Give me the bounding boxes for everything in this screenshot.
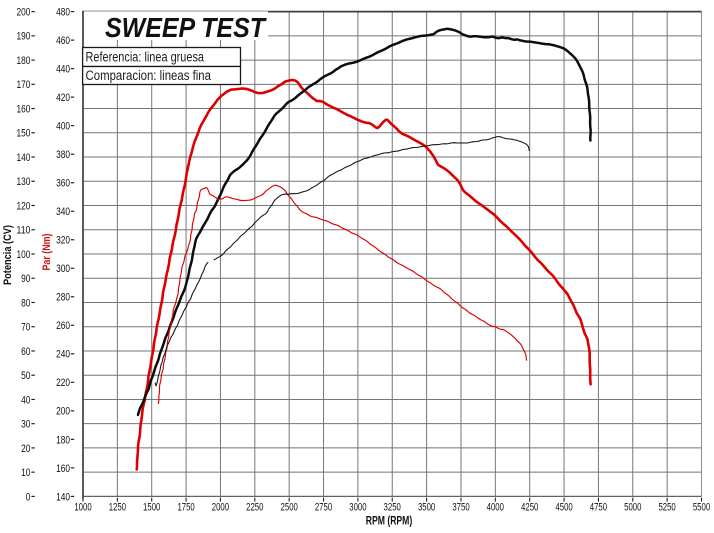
svg-text:2500: 2500 xyxy=(281,502,298,514)
svg-text:Par (Nm): Par (Nm) xyxy=(41,233,53,270)
svg-text:30: 30 xyxy=(21,419,30,431)
svg-text:120: 120 xyxy=(17,200,31,212)
svg-text:1250: 1250 xyxy=(109,502,126,514)
svg-text:180: 180 xyxy=(17,55,31,67)
svg-text:200: 200 xyxy=(56,406,70,418)
svg-text:100: 100 xyxy=(17,249,31,261)
svg-text:240: 240 xyxy=(56,349,70,361)
svg-text:20: 20 xyxy=(21,443,30,455)
svg-text:400: 400 xyxy=(56,121,70,133)
svg-text:110: 110 xyxy=(17,225,31,237)
svg-text:130: 130 xyxy=(17,176,31,188)
svg-text:70: 70 xyxy=(21,322,30,334)
svg-text:40: 40 xyxy=(21,394,30,406)
svg-text:90: 90 xyxy=(21,273,30,285)
svg-text:2750: 2750 xyxy=(315,502,332,514)
svg-text:140: 140 xyxy=(56,491,70,503)
svg-text:1000: 1000 xyxy=(74,502,91,514)
svg-text:320: 320 xyxy=(56,235,70,247)
svg-text:1750: 1750 xyxy=(177,502,194,514)
svg-text:360: 360 xyxy=(56,178,70,190)
svg-text:50: 50 xyxy=(21,370,30,382)
svg-text:3750: 3750 xyxy=(452,502,469,514)
svg-text:80: 80 xyxy=(21,297,30,309)
svg-text:3250: 3250 xyxy=(384,502,401,514)
svg-text:220: 220 xyxy=(56,377,70,389)
svg-text:3500: 3500 xyxy=(418,502,435,514)
svg-text:300: 300 xyxy=(56,263,70,275)
svg-text:280: 280 xyxy=(56,292,70,304)
svg-text:150: 150 xyxy=(17,128,31,140)
svg-text:140: 140 xyxy=(17,152,31,164)
svg-text:4500: 4500 xyxy=(555,502,572,514)
svg-text:420: 420 xyxy=(56,92,70,104)
svg-text:180: 180 xyxy=(56,434,70,446)
svg-text:190: 190 xyxy=(17,31,31,43)
svg-text:160: 160 xyxy=(56,463,70,475)
svg-text:340: 340 xyxy=(56,206,70,218)
svg-text:5500: 5500 xyxy=(693,502,710,514)
svg-text:2250: 2250 xyxy=(246,502,263,514)
svg-text:3000: 3000 xyxy=(349,502,366,514)
svg-text:5250: 5250 xyxy=(658,502,675,514)
svg-text:Comparacion: lineas fina: Comparacion: lineas fina xyxy=(86,68,212,83)
svg-text:0: 0 xyxy=(26,491,31,503)
svg-text:160: 160 xyxy=(17,104,31,116)
svg-text:260: 260 xyxy=(56,320,70,332)
svg-text:2000: 2000 xyxy=(212,502,229,514)
svg-text:5000: 5000 xyxy=(624,502,641,514)
svg-text:RPM (RPM): RPM (RPM) xyxy=(366,513,413,527)
svg-text:170: 170 xyxy=(17,79,31,91)
svg-text:480: 480 xyxy=(56,7,70,19)
svg-text:4750: 4750 xyxy=(590,502,607,514)
svg-text:4000: 4000 xyxy=(487,502,504,514)
svg-text:Potencia (CV): Potencia (CV) xyxy=(2,225,14,285)
svg-text:200: 200 xyxy=(17,7,31,19)
svg-text:440: 440 xyxy=(56,64,70,76)
svg-text:1500: 1500 xyxy=(143,502,160,514)
svg-text:60: 60 xyxy=(21,346,30,358)
svg-text:380: 380 xyxy=(56,149,70,161)
svg-text:460: 460 xyxy=(56,35,70,47)
svg-text:Referencia: linea gruesa: Referencia: linea gruesa xyxy=(86,50,205,65)
svg-text:SWEEP TEST: SWEEP TEST xyxy=(105,12,268,43)
svg-text:4250: 4250 xyxy=(521,502,538,514)
svg-text:10: 10 xyxy=(21,467,30,479)
